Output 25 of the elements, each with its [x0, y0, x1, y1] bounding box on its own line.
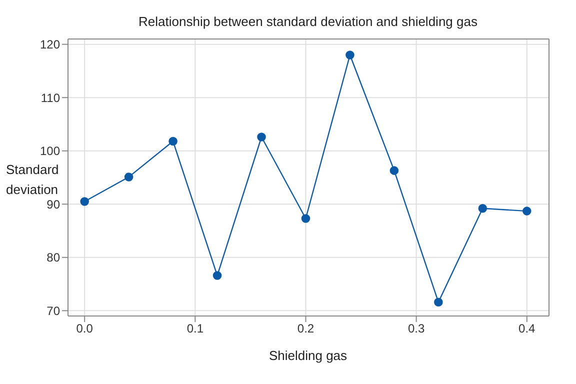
y-tick-label: 70 [46, 304, 60, 318]
point [478, 204, 488, 213]
y-tick-label: 110 [40, 90, 60, 105]
y-axis-title: Standard deviation [6, 162, 59, 197]
y-tick-label: 120 [40, 38, 60, 52]
y-tick-label: 100 [40, 144, 60, 158]
point [522, 206, 532, 216]
point [212, 271, 222, 280]
point [80, 197, 89, 206]
x-tick-label: 0.3 [408, 322, 425, 336]
x-tick-label: 0.2 [297, 322, 314, 336]
point [346, 50, 354, 60]
point [434, 298, 443, 307]
x-tick-label: 0.0 [76, 322, 94, 336]
point [390, 166, 399, 175]
y-tick-label: 80 [46, 250, 60, 265]
point [168, 136, 178, 146]
x-axis-title: Shielding gas [268, 348, 348, 363]
chart-title: Relationship between standard deviation and shielding gas [138, 14, 478, 29]
point [124, 172, 134, 182]
x-tick-label: 0.1 [186, 322, 204, 336]
point [301, 214, 310, 223]
y-tick-label: 90 [46, 197, 60, 212]
x-tick-label: 0.4 [518, 322, 536, 336]
point [257, 132, 266, 142]
